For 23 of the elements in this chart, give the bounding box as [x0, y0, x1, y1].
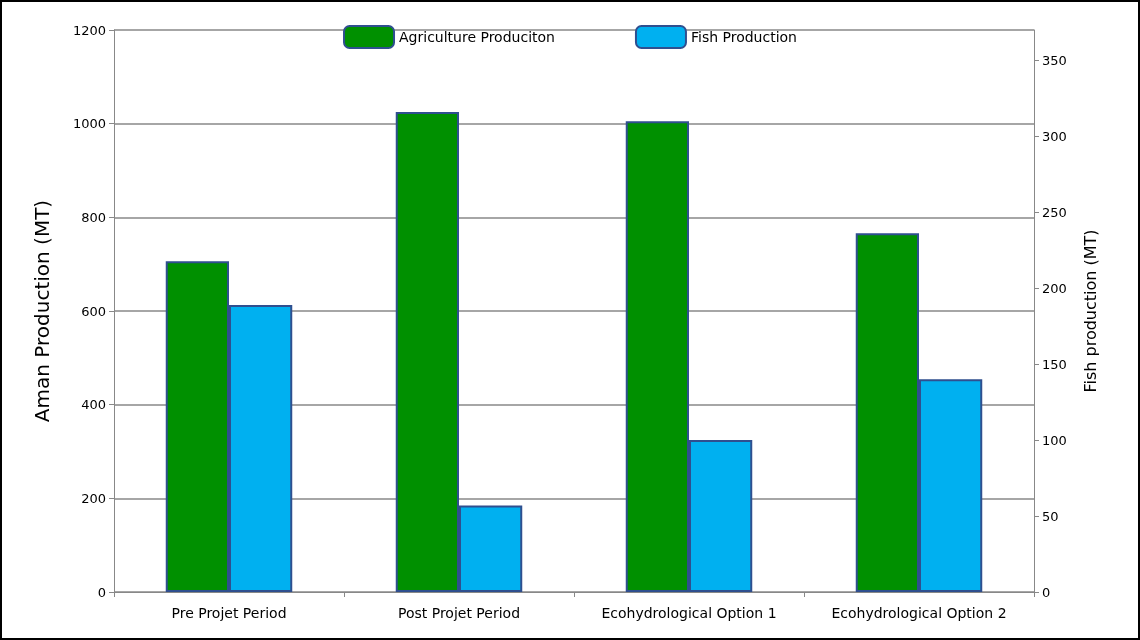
- y2-tick-label: 0: [1042, 584, 1051, 600]
- x-tick-label: Ecohydrological Option 2: [831, 605, 1007, 621]
- x-tick-label: Ecohydrological Option 1: [601, 605, 777, 621]
- y2-tick-label: 200: [1042, 280, 1067, 296]
- y2-tick-label: 150: [1042, 356, 1067, 372]
- y-axis-title: Aman Production (MT): [30, 199, 54, 423]
- y2-tick-label: 350: [1042, 52, 1067, 68]
- y2-tick-label: 50: [1042, 508, 1059, 524]
- y2-tick-label: 250: [1042, 204, 1067, 220]
- y-tick-label: 600: [81, 303, 106, 319]
- x-tick-label: Pre Projet Period: [171, 605, 287, 621]
- y-tick-label: 0: [97, 584, 106, 600]
- y-tick-label: 1200: [72, 22, 106, 38]
- y2-tick-label: 300: [1042, 128, 1067, 144]
- y-tick-label: 800: [81, 209, 106, 225]
- legend-label: Agriculture Produciton: [399, 29, 555, 45]
- y-tick-label: 200: [81, 490, 106, 506]
- y-tick-label: 400: [81, 397, 106, 413]
- y2-axis-title: Fish production (MT): [1080, 229, 1100, 393]
- x-tick-label: Post Projet Period: [397, 605, 521, 621]
- y-tick-label: 1000: [72, 116, 106, 132]
- y2-tick-label: 100: [1042, 432, 1067, 448]
- legend-label: Fish Production: [690, 29, 797, 45]
